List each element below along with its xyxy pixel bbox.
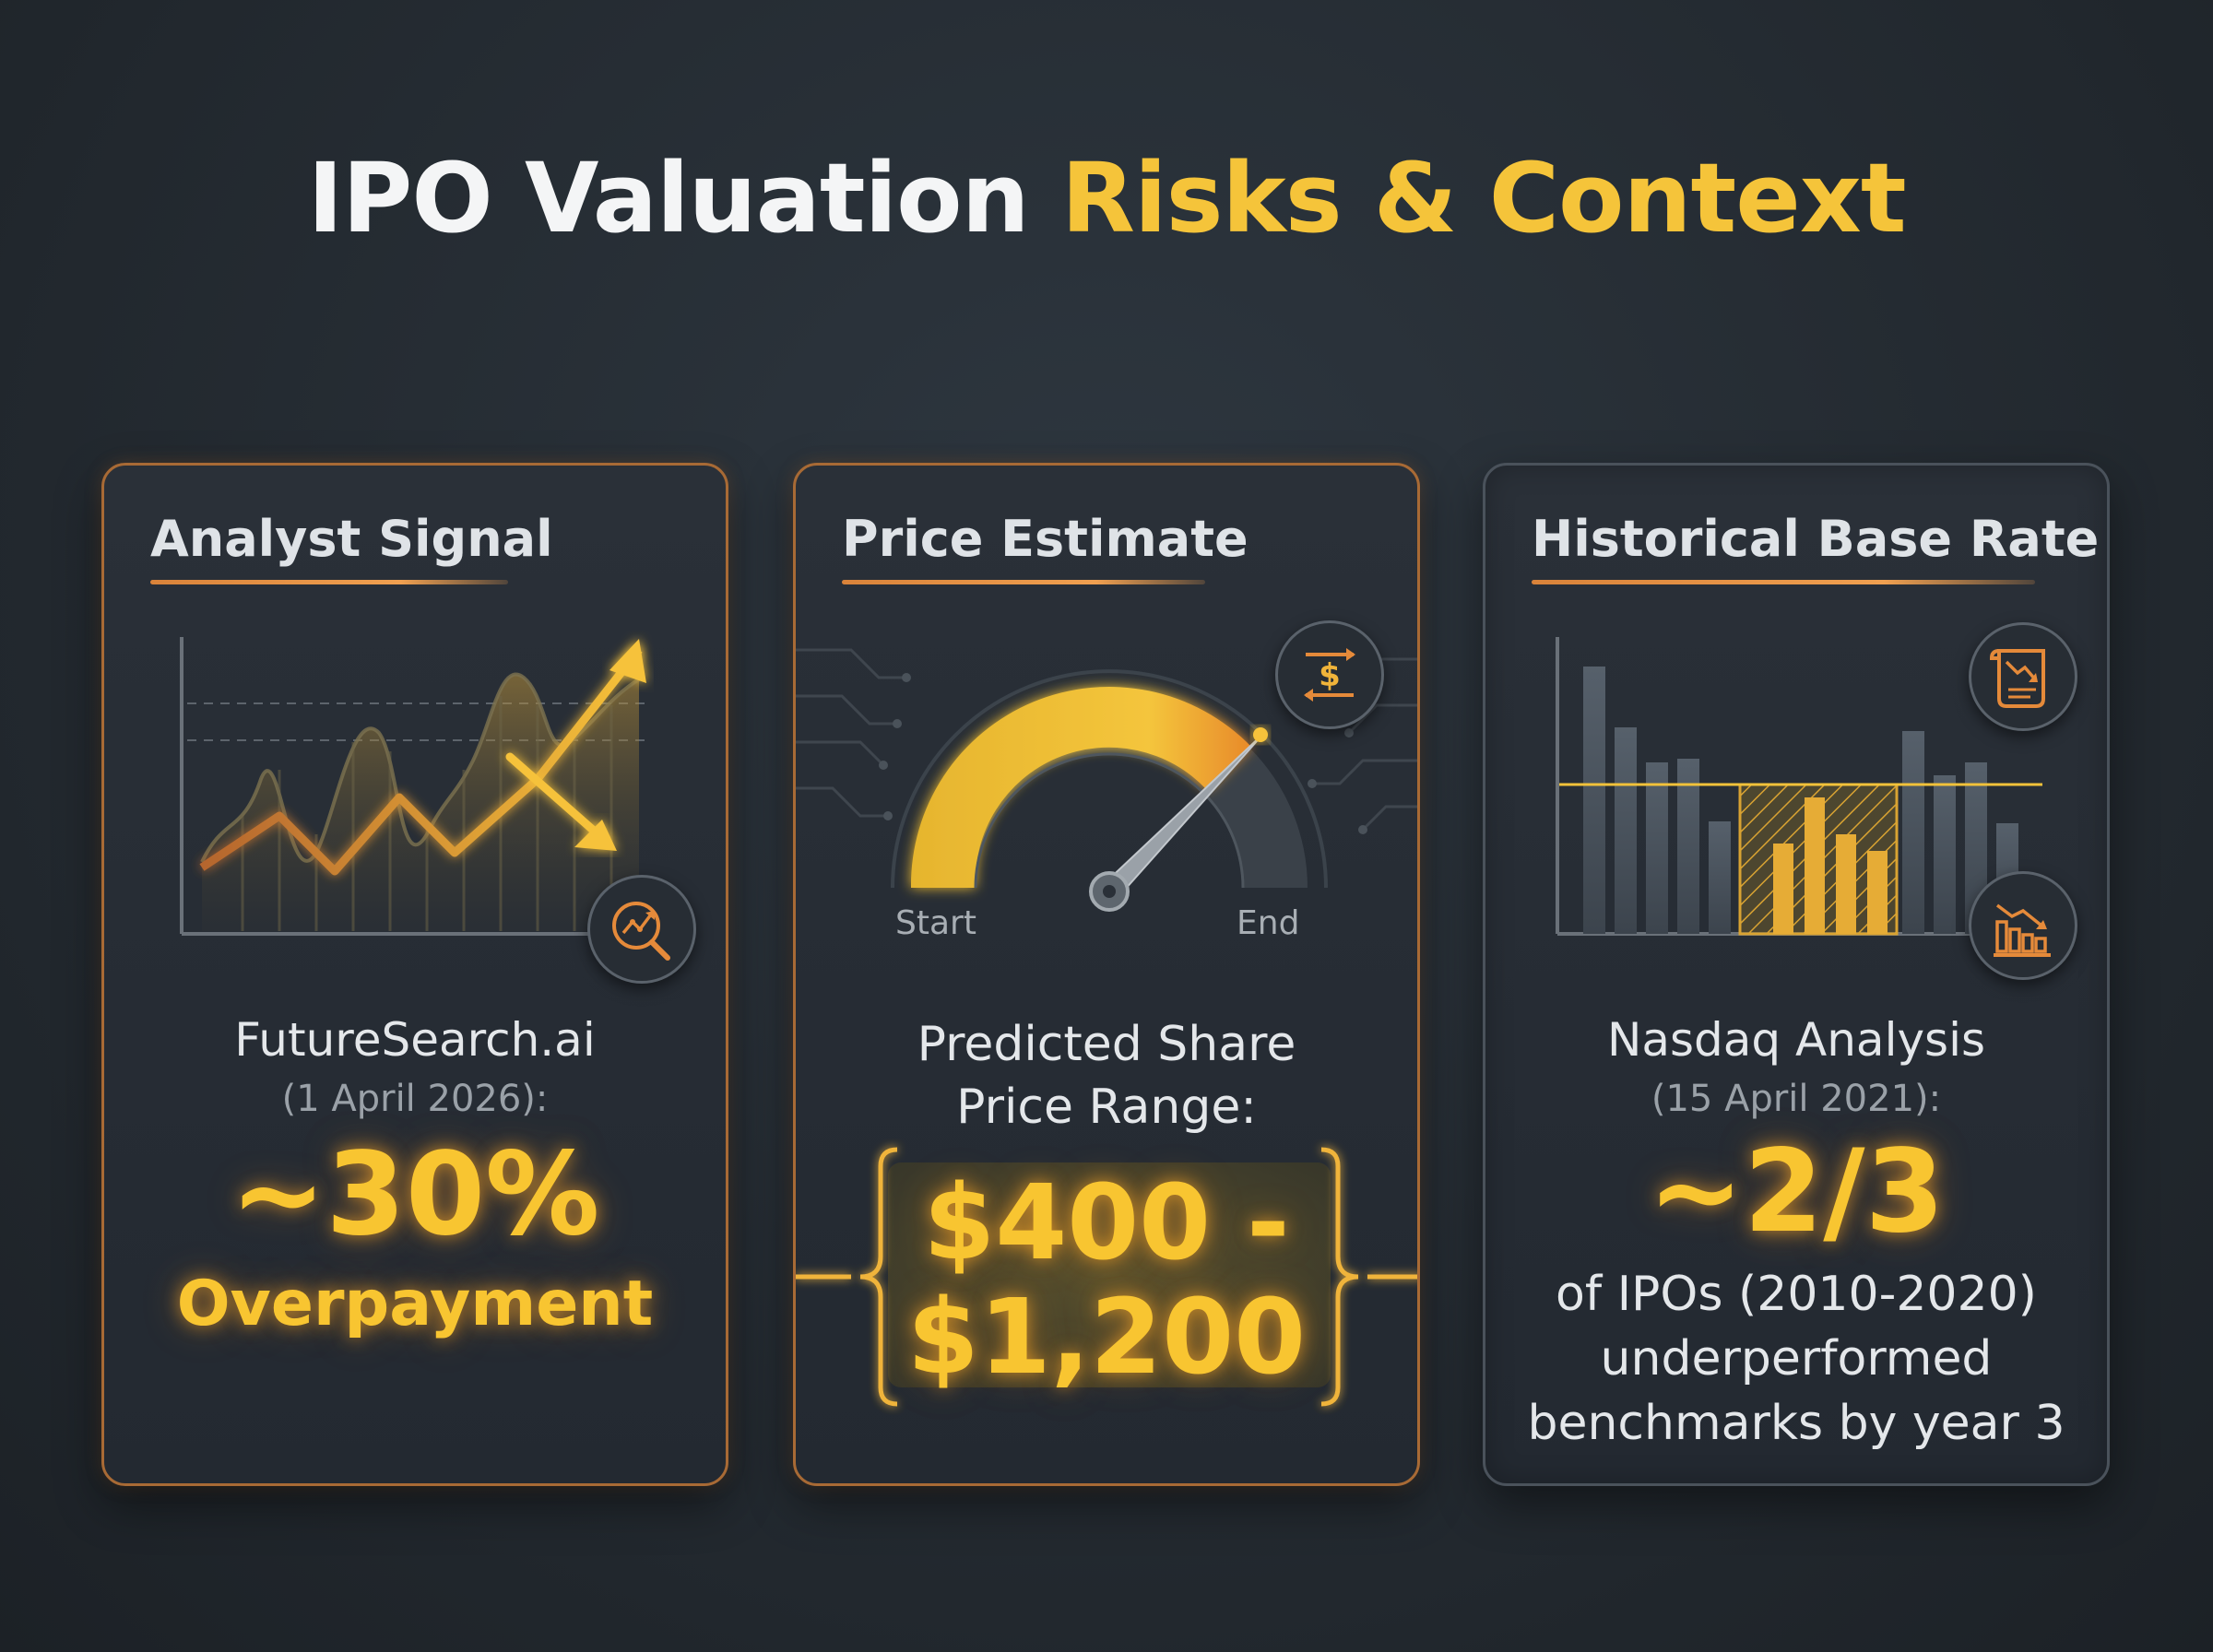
- trend-illustration: [180, 637, 648, 936]
- svg-text:$: $: [1319, 657, 1341, 694]
- base-rate-bar-chart: [1556, 637, 2042, 936]
- heading-underline: [842, 580, 1205, 584]
- underperform-share-value: ~2/3: [1648, 1126, 1945, 1258]
- price-range-label-line2: Price Range:: [956, 1080, 1257, 1135]
- gauge-illustration: [796, 648, 1417, 912]
- description-line3: benchmarks by year 3: [1527, 1396, 2065, 1451]
- price-range-low: $400 -: [923, 1163, 1290, 1283]
- overpayment-value: ~30%: [230, 1128, 600, 1261]
- gauge-end-label: End: [1237, 904, 1300, 942]
- source-name: Nasdaq Analysis: [1606, 1013, 1986, 1067]
- price-range-box: [888, 1162, 1331, 1387]
- historical-base-rate-card: Historical Base Rate: [1483, 463, 2110, 1486]
- source-date: (15 April 2021):: [1651, 1078, 1942, 1120]
- source-date: (1 April 2026):: [281, 1078, 549, 1120]
- dollar-exchange-icon: $: [1275, 620, 1384, 729]
- price-range-high: $1,200: [906, 1278, 1307, 1398]
- bar-chart-decline-icon: [1969, 871, 2077, 980]
- price-brackets: [796, 1147, 1417, 1407]
- price-estimate-card: Price Estimate: [793, 463, 1420, 1486]
- overpayment-label: Overpayment: [176, 1268, 654, 1340]
- description-line1: of IPOs (2010-2020): [1556, 1267, 2037, 1322]
- description-line2: underperformed: [1600, 1331, 1993, 1386]
- analyst-signal-card: Analyst Signal: [101, 463, 728, 1486]
- title-main: IPO Valuation: [307, 142, 1029, 254]
- card-heading: Historical Base Rate: [1532, 510, 2100, 568]
- magnifier-chart-icon: [587, 875, 696, 984]
- price-range-label-line1: Predicted Share: [917, 1017, 1296, 1072]
- heading-underline: [1532, 580, 2035, 584]
- title-accent: Risks & Context: [1060, 142, 1907, 254]
- heading-underline: [150, 580, 508, 584]
- gauge-start-label: Start: [895, 904, 976, 942]
- source-name: FutureSearch.ai: [234, 1013, 596, 1067]
- document-down-trend-icon: [1969, 622, 2077, 731]
- page-title: IPO Valuation Risks & Context: [0, 138, 2213, 258]
- card-heading: Analyst Signal: [150, 510, 553, 568]
- card-heading: Price Estimate: [842, 510, 1249, 568]
